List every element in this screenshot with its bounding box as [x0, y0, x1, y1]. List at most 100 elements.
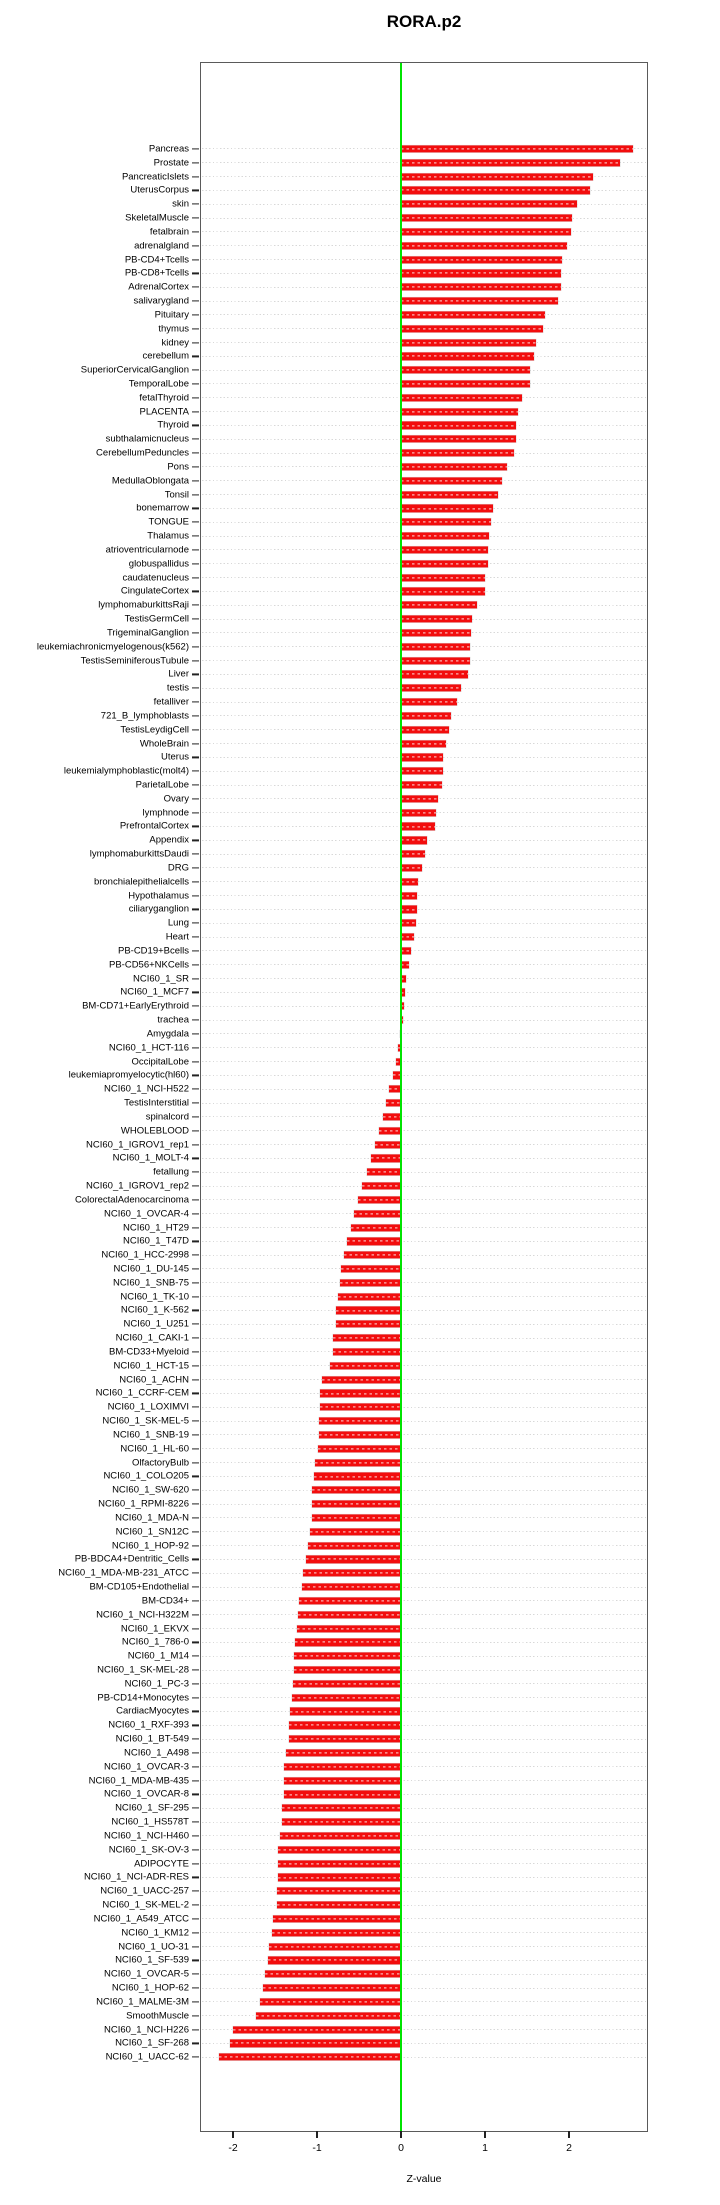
bar	[329, 1362, 401, 1370]
y-axis-tick	[192, 618, 199, 620]
bar-row: NCI60_1_SF-268	[115, 2036, 647, 2050]
y-axis-tick	[192, 1434, 199, 1436]
bar-row: subthalamicnucleus	[106, 432, 647, 446]
y-axis-tick	[192, 646, 199, 648]
category-label: NCI60_1_U251	[123, 1318, 190, 1330]
grid-line	[202, 1434, 646, 1436]
category-label: caudatenucleus	[122, 572, 189, 584]
bar-row: OlfactoryBulb	[132, 1456, 647, 1470]
y-axis-tick	[192, 798, 199, 800]
category-label: NCI60_1_MCF7	[120, 986, 189, 998]
bar	[320, 1389, 401, 1398]
grid-line	[202, 1724, 646, 1726]
bar	[401, 504, 494, 513]
bar	[341, 1265, 401, 1273]
grid-line	[202, 2015, 646, 2017]
y-axis-tick	[192, 1517, 199, 1519]
y-axis-tick	[192, 1558, 199, 1560]
bar	[289, 1721, 401, 1729]
category-label: lymphnode	[142, 807, 189, 819]
bar	[401, 712, 452, 720]
bar-row: NCI60_1_HOP-92	[112, 1539, 647, 1553]
bar-row: PB-CD8+Tcells	[125, 266, 647, 280]
y-axis-tick	[192, 991, 199, 994]
bar-row: NCI60_1_NCI-H522	[104, 1082, 647, 1096]
y-axis-tick	[192, 715, 199, 717]
grid-line	[202, 1572, 646, 1574]
category-label: PB-CD8+Tcells	[124, 267, 189, 279]
y-axis-tick	[192, 148, 199, 150]
bar	[401, 421, 517, 430]
y-axis-tick	[192, 1835, 199, 1837]
bar-row: NCI60_1_CCRF-CEM	[96, 1387, 647, 1401]
category-label: NCI60_1_UO-31	[118, 1941, 189, 1953]
bar	[401, 435, 517, 443]
bar-row: spinalcord	[146, 1110, 647, 1124]
bar	[269, 1942, 401, 1951]
bar-row: NCI60_1_ACHN	[119, 1373, 647, 1387]
bar	[395, 1057, 401, 1066]
grid-line	[202, 1752, 646, 1754]
y-axis-tick	[192, 217, 199, 219]
category-label: CardiacMyocytes	[116, 1705, 189, 1717]
bar	[311, 1500, 401, 1508]
bar-row: ciliaryganglion	[129, 903, 647, 917]
bar	[264, 1970, 401, 1978]
bar-row: Pancreas	[149, 142, 647, 156]
grid-line	[202, 1144, 646, 1146]
y-axis-tick	[192, 1461, 199, 1464]
y-axis-tick	[192, 1890, 199, 1892]
category-label: NCI60_1_NCI-H522	[103, 1083, 189, 1095]
bar	[401, 518, 491, 526]
bar-row: PB-BDCA4+Dentritic_Cells	[75, 1552, 647, 1566]
y-axis-tick	[192, 770, 199, 772]
category-label: NCI60_1_NCI-ADR-RES	[83, 1871, 189, 1883]
bar	[294, 1652, 401, 1660]
grid-line	[202, 950, 646, 952]
category-label: PLACENTA	[139, 406, 189, 418]
category-label: TestisSeminiferousTubule	[80, 655, 189, 667]
bar-row: PLACENTA	[140, 405, 647, 419]
y-axis-tick	[192, 908, 199, 911]
y-axis-tick	[192, 659, 199, 662]
bar	[401, 159, 621, 167]
category-label: NCI60_1_HCT-116	[108, 1042, 189, 1054]
bar	[401, 269, 562, 277]
y-axis-tick	[192, 189, 199, 191]
category-label: CingulateCortex	[120, 585, 189, 597]
y-axis-tick	[192, 1365, 199, 1367]
bar	[271, 1929, 401, 1937]
y-axis-tick	[192, 258, 199, 261]
category-label: TestisInterstitial	[124, 1097, 189, 1109]
bar	[401, 809, 437, 817]
y-axis-tick	[192, 1060, 199, 1063]
category-label: Uterus	[161, 751, 189, 763]
y-axis-tick	[192, 1503, 199, 1505]
bar	[401, 822, 435, 831]
bar	[401, 739, 446, 748]
bar	[401, 795, 438, 803]
bar-row: NCI60_1_NCI-H460	[104, 1829, 647, 1843]
y-axis-tick	[192, 549, 199, 551]
bar-row: NCI60_1_A498	[124, 1746, 647, 1760]
bar-row: bronchialepithelialcells	[94, 875, 647, 889]
category-label: OccipitalLobe	[131, 1056, 189, 1068]
bar-row: NCI60_1_SR	[133, 972, 647, 986]
bar-row: ADIPOCYTE	[134, 1857, 647, 1871]
x-axis-tick	[400, 2131, 402, 2138]
bar	[284, 1777, 401, 1785]
bar	[382, 1113, 401, 1121]
category-label: NCI60_1_IGROV1_rep1	[86, 1139, 189, 1151]
category-label: Pons	[167, 461, 189, 473]
grid-line	[202, 1489, 646, 1491]
grid-line	[202, 2029, 646, 2031]
bar-row: NCI60_1_K-562	[121, 1304, 647, 1318]
y-axis-tick	[192, 1697, 199, 1699]
bar-row: NCI60_1_U251	[124, 1317, 647, 1331]
bar	[290, 1707, 401, 1716]
category-label: NCI60_1_SF-539	[115, 1954, 189, 1966]
y-axis-tick	[192, 1005, 199, 1007]
y-axis-tick	[192, 1240, 199, 1242]
bar	[301, 1583, 401, 1591]
bar-row: NCI60_1_RXF-393	[108, 1718, 647, 1732]
